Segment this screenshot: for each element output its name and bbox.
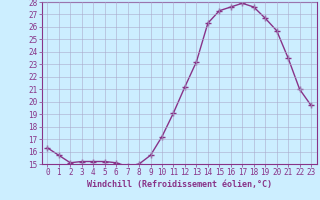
- X-axis label: Windchill (Refroidissement éolien,°C): Windchill (Refroidissement éolien,°C): [87, 180, 272, 189]
